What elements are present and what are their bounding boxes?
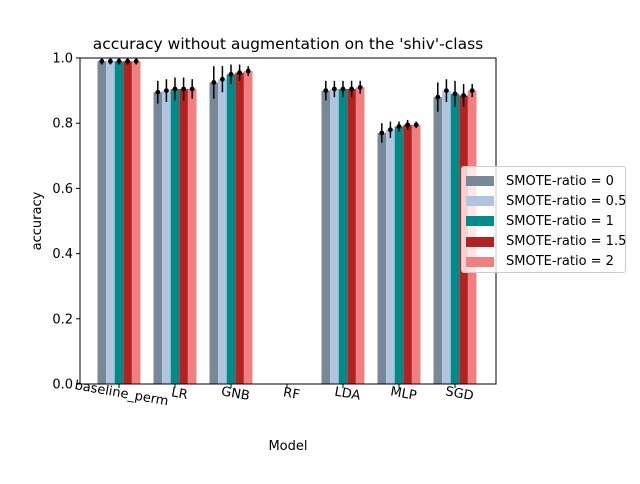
bar bbox=[209, 82, 219, 384]
legend-label: SMOTE-ratio = 0.5 bbox=[506, 193, 627, 209]
legend-swatch bbox=[466, 176, 494, 186]
data-point bbox=[405, 122, 410, 128]
y-tick-label: 0.2 bbox=[52, 312, 73, 327]
data-point bbox=[388, 127, 393, 133]
chart-title: accuracy without augmentation on the 'sh… bbox=[93, 35, 483, 53]
legend-item: SMOTE-ratio = 0.5 bbox=[466, 191, 626, 211]
bar bbox=[131, 61, 141, 384]
x-tick-label: LR bbox=[170, 385, 189, 403]
x-tick-label: GNB bbox=[220, 384, 251, 404]
bar bbox=[123, 61, 132, 384]
data-point bbox=[349, 86, 354, 92]
bar bbox=[411, 124, 421, 384]
y-tick-label: 0.8 bbox=[52, 117, 73, 132]
bar bbox=[226, 74, 236, 385]
x-tick-label: RF bbox=[282, 385, 301, 403]
legend-item: SMOTE-ratio = 1 bbox=[466, 211, 614, 231]
data-point bbox=[332, 86, 337, 92]
bar bbox=[450, 93, 460, 385]
data-point bbox=[211, 80, 217, 85]
data-point bbox=[245, 68, 251, 74]
data-point bbox=[469, 88, 475, 93]
legend-swatch bbox=[466, 256, 494, 267]
bar bbox=[187, 88, 197, 384]
data-point bbox=[237, 70, 243, 76]
data-point bbox=[357, 84, 363, 90]
bar bbox=[97, 61, 107, 384]
bar bbox=[153, 92, 163, 384]
x-tick-label: LDA bbox=[333, 385, 361, 404]
data-point bbox=[99, 58, 105, 64]
data-point bbox=[228, 71, 234, 77]
y-tick-label: 0.4 bbox=[52, 247, 73, 262]
bar bbox=[321, 90, 331, 384]
bar bbox=[218, 79, 227, 384]
data-point bbox=[413, 122, 419, 128]
x-tick-label: SGD bbox=[444, 384, 475, 404]
data-point bbox=[116, 58, 122, 64]
data-point bbox=[452, 91, 458, 97]
bar bbox=[243, 71, 253, 384]
legend-swatch bbox=[466, 236, 494, 247]
y-tick-label: 0.0 bbox=[52, 378, 73, 393]
data-point bbox=[340, 86, 346, 92]
data-point bbox=[461, 93, 466, 98]
data-point bbox=[396, 124, 402, 129]
legend-swatch bbox=[466, 216, 494, 227]
data-point bbox=[181, 86, 187, 92]
legend-label: SMOTE-ratio = 1.5 bbox=[506, 234, 627, 250]
data-point bbox=[220, 76, 225, 82]
data-point bbox=[323, 88, 329, 93]
data-point bbox=[189, 86, 195, 92]
legend-label: SMOTE-ratio = 2 bbox=[506, 254, 614, 270]
data-point bbox=[435, 94, 441, 100]
x-axis-label: Model bbox=[268, 439, 307, 454]
bar bbox=[394, 126, 404, 385]
legend-item: SMOTE-ratio = 2 bbox=[466, 252, 614, 272]
data-point bbox=[444, 88, 449, 93]
data-point bbox=[155, 89, 161, 95]
bar bbox=[386, 129, 395, 384]
legend-item: SMOTE-ratio = 1.5 bbox=[466, 232, 626, 252]
bar bbox=[355, 87, 365, 384]
bar bbox=[338, 88, 348, 384]
data-point bbox=[164, 88, 169, 93]
bar bbox=[377, 132, 387, 384]
bar bbox=[162, 90, 171, 384]
bar bbox=[330, 88, 339, 384]
bar bbox=[442, 90, 451, 384]
legend: SMOTE-ratio = 0 SMOTE-ratio = 0.5 SMOTE-ra… bbox=[461, 166, 626, 273]
bar bbox=[106, 61, 115, 384]
legend-swatch bbox=[466, 196, 494, 207]
data-point bbox=[125, 58, 130, 64]
bar bbox=[114, 61, 124, 384]
bar bbox=[179, 88, 188, 384]
x-tick-label: MLP bbox=[389, 384, 418, 403]
legend-item: SMOTE-ratio = 0 bbox=[466, 171, 614, 191]
legend-label: SMOTE-ratio = 0 bbox=[506, 173, 614, 189]
data-point bbox=[379, 130, 385, 136]
data-point bbox=[108, 58, 113, 64]
y-axis-label: accuracy bbox=[30, 191, 45, 250]
legend-label: SMOTE-ratio = 1 bbox=[506, 213, 614, 229]
bar bbox=[235, 72, 244, 385]
y-tick-label: 1.0 bbox=[52, 52, 73, 67]
y-tick-label: 0.6 bbox=[52, 182, 73, 197]
bar bbox=[170, 88, 180, 384]
data-point bbox=[172, 86, 178, 92]
bar bbox=[433, 97, 443, 385]
bar bbox=[347, 88, 356, 384]
bar bbox=[403, 124, 412, 384]
data-point bbox=[133, 58, 139, 64]
